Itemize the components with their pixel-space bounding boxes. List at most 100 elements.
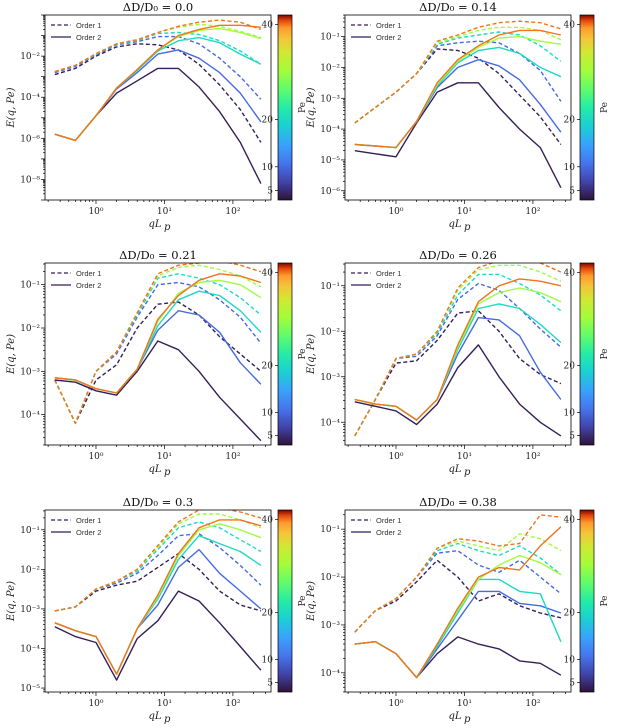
colorbar-label: Pe	[298, 596, 308, 607]
y-tick-label: 10⁻²	[320, 63, 340, 73]
x-tick-label: 10⁰	[388, 452, 403, 462]
legend-order2-label: Order 2	[376, 281, 401, 290]
order1-line-pe-40	[354, 514, 561, 633]
panel-title: ΔD/D₀ = 0.38	[419, 495, 497, 509]
order2-line-pe-40	[354, 278, 562, 421]
colorbar-label: Pe	[298, 349, 308, 360]
axes-frame	[44, 14, 272, 201]
x-axis-label: qL	[148, 711, 161, 722]
legend-order1-label: Order 1	[376, 21, 401, 30]
legend-order1-label: Order 1	[76, 516, 101, 525]
order1-line-pe-4	[354, 559, 562, 633]
colorbar-tick-label: 5	[569, 679, 575, 689]
panel-4: ΔD/D₀ = 0.26 10⁰ 10¹ 10² 10⁻¹ 10⁻² 10⁻³ 10⁻⁴ qL p…	[306, 248, 610, 478]
y-tick-label: 10⁻⁴	[20, 93, 40, 103]
panel-5: ΔD/D₀ = 0.3 10⁰ 10¹ 10² 10⁻¹ 10⁻² 10⁻³ 10⁻⁴ 10⁻⁵…	[6, 495, 308, 725]
order1-line-pe-4	[354, 310, 562, 437]
colorbar	[579, 14, 595, 201]
x-axis-label-sub: p	[464, 467, 471, 478]
x-tick-label: 10⁰	[388, 699, 403, 709]
y-tick-label: 10⁻³	[320, 621, 340, 631]
order2-line-pe-10	[54, 548, 262, 675]
panel-title: ΔD/D₀ = 0.21	[119, 248, 197, 262]
order1-line-pe-30	[354, 533, 562, 633]
y-tick-label: 10⁻⁴	[20, 411, 40, 421]
x-axis-label-sub: p	[164, 714, 171, 725]
order1-line-pe-20	[354, 31, 562, 124]
colorbar-tick-label: 40	[564, 268, 576, 278]
panel-1: ΔD/D₀ = 0.0 10⁰ 10¹ 10² 10⁻² 10⁻⁴ 10⁻⁶ 10⁻⁸ qL p E…	[6, 0, 308, 233]
y-tick-label: 10⁻⁴	[320, 669, 340, 679]
order2-line-pe-40	[54, 273, 262, 394]
x-axis-label-sub: p	[164, 222, 171, 233]
order2-line-pe-4	[354, 82, 562, 189]
panel-title: ΔD/D₀ = 0.14	[419, 0, 497, 14]
order2-line-pe-4	[54, 590, 262, 681]
y-tick-label: 10⁻²	[20, 565, 40, 575]
colorbar	[277, 509, 293, 693]
colorbar-tick-label: 20	[262, 362, 274, 372]
y-tick-label: 10⁻⁸	[20, 175, 40, 185]
y-tick-label: 10⁻⁶	[20, 134, 40, 144]
x-tick-label: 10⁰	[88, 699, 103, 709]
colorbar-label: Pe	[600, 102, 610, 113]
legend-order2-label: Order 2	[376, 528, 401, 537]
colorbar	[579, 509, 595, 693]
axes-frame	[344, 14, 572, 201]
colorbar-tick-label: 40	[564, 515, 576, 525]
legend-order1-label: Order 1	[76, 269, 101, 278]
colorbar-label: Pe	[600, 596, 610, 607]
order1-line-pe-4	[54, 301, 262, 424]
y-axis-label: E(q, Pe)	[306, 334, 317, 375]
x-tick-label: 10¹	[457, 699, 472, 709]
y-tick-label: 10⁻²	[320, 573, 340, 583]
panel-6: ΔD/D₀ = 0.38 10⁰ 10¹ 10² 10⁻¹ 10⁻² 10⁻³ 10⁻⁴ qL p…	[306, 495, 610, 725]
order2-line-pe-40	[354, 29, 562, 149]
legend-order2-label: Order 2	[76, 281, 101, 290]
panel-3: ΔD/D₀ = 0.21 10⁰ 10¹ 10² 10⁻¹ 10⁻² 10⁻³ 10⁻⁴ qL p…	[6, 248, 308, 478]
x-tick-label: 10¹	[457, 452, 472, 462]
order2-line-pe-10	[354, 59, 562, 149]
order2-line-pe-4	[54, 340, 262, 442]
x-axis-label: qL	[448, 711, 461, 722]
axes-frame	[344, 509, 572, 693]
colorbar-tick-label: 10	[564, 163, 576, 173]
y-tick-label: 10⁻⁴	[320, 125, 340, 135]
colorbar-tick-label: 10	[564, 408, 576, 418]
y-axis-label: E(q, Pe)	[6, 581, 17, 622]
y-tick-label: 10⁻¹	[320, 33, 340, 43]
order2-line-pe-40	[54, 24, 261, 142]
order1-line-pe-20	[54, 31, 262, 73]
panel-2: ΔD/D₀ = 0.14 10⁰ 10¹ 10² 10⁻¹ 10⁻² 10⁻³ 10⁻⁴ 10⁻…	[306, 0, 610, 233]
order2-line-pe-4	[354, 344, 562, 437]
order2-line-pe-40	[54, 519, 262, 675]
colorbar-tick-label: 20	[262, 609, 274, 619]
y-tick-label: 10⁻¹	[20, 281, 40, 291]
colorbar-label: Pe	[600, 349, 610, 360]
order2-line-pe-4	[354, 636, 562, 679]
y-tick-label: 10⁻⁵	[20, 684, 40, 694]
y-tick-label: 10⁻³	[320, 373, 340, 383]
order1-line-pe-40	[54, 510, 262, 612]
y-axis-label: E(q, Pe)	[306, 581, 317, 622]
y-axis-label: E(q, Pe)	[6, 334, 17, 375]
order1-line-pe-4	[54, 552, 262, 612]
colorbar-tick-label: 40	[564, 20, 576, 30]
x-tick-label: 10²	[525, 452, 540, 462]
colorbar-tick-label: 5	[267, 187, 273, 197]
y-tick-label: 10⁻²	[320, 327, 340, 337]
y-tick-label: 10⁻⁴	[20, 644, 40, 654]
x-axis-label: qL	[448, 219, 461, 230]
legend-order2-label: Order 2	[376, 33, 401, 42]
colorbar-tick-label: 40	[262, 515, 274, 525]
x-tick-label: 10⁰	[88, 452, 103, 462]
curves	[354, 514, 562, 679]
curves	[354, 263, 562, 437]
x-tick-label: 10¹	[157, 699, 172, 709]
order1-line-pe-40	[354, 20, 562, 124]
colorbar	[277, 14, 293, 201]
y-tick-label: 10⁻³	[320, 94, 340, 104]
y-tick-label: 10⁻²	[20, 52, 40, 62]
x-tick-label: 10¹	[157, 207, 172, 217]
